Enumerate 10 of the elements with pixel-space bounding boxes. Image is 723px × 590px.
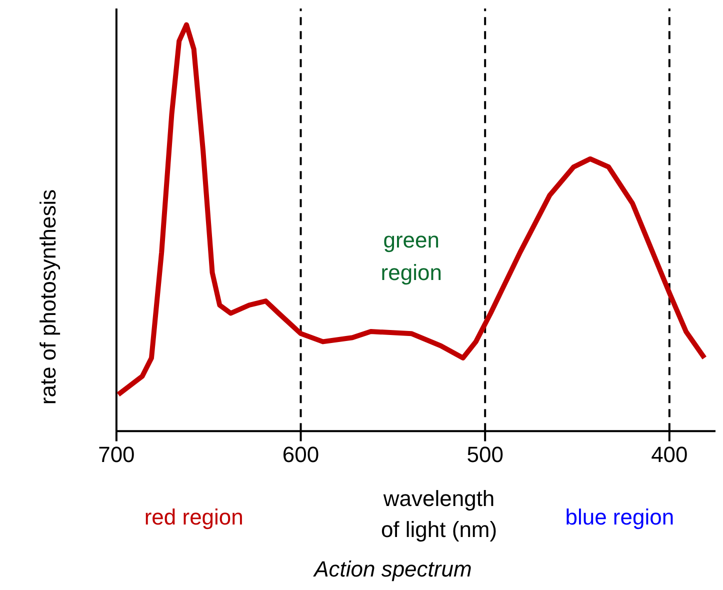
text: red region <box>144 504 244 530</box>
annotation: green region <box>380 227 442 285</box>
x-tick-label: 700 <box>98 442 135 468</box>
x-tick-label: 400 <box>651 442 688 468</box>
x-tick-label: 500 <box>466 442 504 468</box>
y-axis-title: rate of photosynthesis <box>36 189 60 405</box>
text: Action spectrum <box>312 556 472 582</box>
x-axis-title: wavelength of light (nm) <box>380 486 498 542</box>
x-tick-label: 600 <box>282 442 320 468</box>
text: blue region <box>565 504 674 530</box>
